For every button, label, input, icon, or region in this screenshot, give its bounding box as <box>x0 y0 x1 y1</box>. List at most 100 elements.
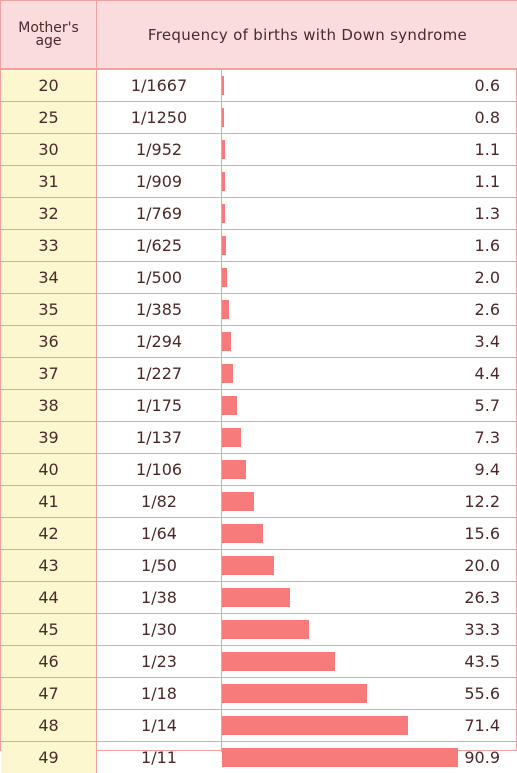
value-label: 33.3 <box>464 620 500 639</box>
table-row: 30 1/952 1.1 <box>1 134 517 165</box>
frequency-bar <box>222 460 247 479</box>
frequency-bar <box>222 204 226 223</box>
row-divider <box>1 133 517 134</box>
row-divider <box>1 581 517 582</box>
frequency-bar <box>222 300 229 319</box>
row-divider <box>1 197 517 198</box>
value-label: 0.6 <box>474 76 500 95</box>
row-divider <box>1 421 517 422</box>
table-row: 33 1/625 1.6 <box>1 230 517 261</box>
ratio-cell: 1/385 <box>135 300 183 319</box>
age-cell: 45 <box>1 614 97 645</box>
row-divider <box>1 549 517 550</box>
value-label: 71.4 <box>464 716 500 735</box>
age-cell: 43 <box>1 550 97 581</box>
age-cell: 48 <box>1 710 97 741</box>
ratio-cell: 1/38 <box>141 588 177 607</box>
table-row: 37 1/227 4.4 <box>1 358 517 389</box>
frequency-bar <box>222 620 309 639</box>
row-divider <box>1 293 517 294</box>
ratio-cell: 1/64 <box>141 524 177 543</box>
ratio-cell: 1/769 <box>135 204 183 223</box>
value-label: 20.0 <box>464 556 500 575</box>
table-row: 46 1/23 43.5 <box>1 646 517 677</box>
table-row: 36 1/294 3.4 <box>1 326 517 357</box>
frequency-bar <box>222 268 228 287</box>
age-cell: 39 <box>1 422 97 453</box>
value-label: 9.4 <box>474 460 500 479</box>
table-row: 31 1/909 1.1 <box>1 166 517 197</box>
age-cell: 32 <box>1 198 97 229</box>
table-row: 49 1/11 90.9 <box>1 742 517 773</box>
value-label: 1.1 <box>474 172 500 191</box>
table-row: 43 1/50 20.0 <box>1 550 517 581</box>
value-label: 90.9 <box>464 748 500 767</box>
table-row: 44 1/38 26.3 <box>1 582 517 613</box>
table-row: 42 1/64 15.6 <box>1 518 517 549</box>
ratio-cell: 1/11 <box>141 748 177 767</box>
ratio-cell: 1/50 <box>141 556 177 575</box>
row-divider <box>1 325 517 326</box>
table-row: 39 1/137 7.3 <box>1 422 517 453</box>
age-cell: 35 <box>1 294 97 325</box>
value-label: 3.4 <box>474 332 500 351</box>
table-row: 48 1/14 71.4 <box>1 710 517 741</box>
frequency-bar <box>222 172 225 191</box>
ratio-cell: 1/1250 <box>130 108 188 127</box>
value-label: 4.4 <box>474 364 500 383</box>
frequency-bar <box>222 652 336 671</box>
frequency-bar <box>222 716 408 735</box>
value-label: 2.0 <box>474 268 500 287</box>
value-label: 1.3 <box>474 204 500 223</box>
row-divider <box>1 261 517 262</box>
age-cell: 34 <box>1 262 97 293</box>
frequency-bar <box>222 76 224 95</box>
frequency-bar <box>222 684 367 703</box>
table-row: 34 1/500 2.0 <box>1 262 517 293</box>
age-cell: 30 <box>1 134 97 165</box>
age-cell: 40 <box>1 454 97 485</box>
ratio-cell: 1/23 <box>141 652 177 671</box>
age-cell: 42 <box>1 518 97 549</box>
table-row: 32 1/769 1.3 <box>1 198 517 229</box>
row-divider <box>1 613 517 614</box>
frequency-bar <box>222 492 254 511</box>
ratio-cell: 1/175 <box>135 396 183 415</box>
frequency-bar <box>222 428 241 447</box>
frequency-bar <box>222 556 274 575</box>
value-label: 1.6 <box>474 236 500 255</box>
age-cell: 49 <box>1 742 97 773</box>
age-cell: 33 <box>1 230 97 261</box>
value-label: 5.7 <box>474 396 500 415</box>
value-label: 1.1 <box>474 140 500 159</box>
ratio-cell: 1/18 <box>141 684 177 703</box>
value-label: 0.8 <box>474 108 500 127</box>
mothers-age-header: Mother's age <box>1 1 97 69</box>
frequency-bar <box>222 332 231 351</box>
ratio-cell: 1/500 <box>135 268 183 287</box>
age-cell: 31 <box>1 166 97 197</box>
value-label: 26.3 <box>464 588 500 607</box>
row-divider <box>1 389 517 390</box>
table-row: 40 1/106 9.4 <box>1 454 517 485</box>
frequency-bar <box>222 140 225 159</box>
age-cell: 25 <box>1 102 97 133</box>
ratio-cell: 1/106 <box>135 460 183 479</box>
ratio-cell: 1/14 <box>141 716 177 735</box>
value-label: 55.6 <box>464 684 500 703</box>
age-cell: 41 <box>1 486 97 517</box>
row-divider <box>1 229 517 230</box>
frequency-bar <box>222 236 227 255</box>
row-divider <box>1 677 517 678</box>
ratio-cell: 1/137 <box>135 428 183 447</box>
ratio-cell: 1/294 <box>135 332 183 351</box>
row-divider <box>1 165 517 166</box>
frequency-bar <box>222 524 263 543</box>
row-divider <box>1 101 517 102</box>
ratio-cell: 1/30 <box>141 620 177 639</box>
value-label: 7.3 <box>474 428 500 447</box>
table-row: 25 1/1250 0.8 <box>1 102 517 133</box>
age-cell: 46 <box>1 646 97 677</box>
row-divider <box>1 741 517 742</box>
